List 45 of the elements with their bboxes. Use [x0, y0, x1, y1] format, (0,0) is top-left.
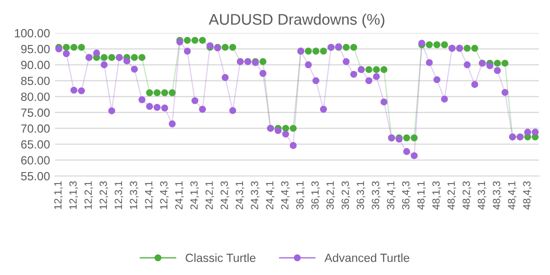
- x-tick-label: 24,2,1: [205, 181, 214, 210]
- x-tick-label: 12,1,1: [54, 181, 63, 210]
- x-tick-label: 12,3,1: [114, 181, 124, 210]
- x-tick-label: 24,1,3: [190, 181, 199, 210]
- x-tick-label: 36,3,1: [356, 181, 366, 210]
- y-tick-label: 95.00: [21, 44, 50, 54]
- x-tick-label: 24,2,3: [220, 181, 230, 210]
- x-tick-label: 24,3,1: [236, 181, 244, 210]
- legend-label: Advanced Turtle: [324, 253, 410, 262]
- x-tick-label: 36,1,1: [296, 181, 305, 210]
- y-tick-label: 75.00: [21, 108, 50, 117]
- x-tick-label: 48,2,3: [462, 181, 472, 210]
- x-tick-label: 36,1,3: [311, 181, 320, 210]
- x-tick-label: 36,4,3: [402, 181, 411, 210]
- y-tick-label: 60.00: [21, 156, 50, 165]
- y-tick-label: 55.00: [21, 172, 50, 180]
- x-tick-label: 24,4,3: [281, 181, 290, 210]
- y-tick-label: 65.00: [21, 140, 50, 149]
- legend-label: Classic Turtle: [186, 253, 256, 262]
- x-tick-label: 36,3,3: [372, 181, 380, 210]
- x-tick-label: 12,1,3: [69, 181, 78, 210]
- y-tick-label: 70.00: [21, 124, 50, 133]
- x-tick-label: 24,1,1: [175, 181, 184, 210]
- x-tick-label: 12,4,1: [144, 181, 154, 210]
- x-tick-label: 12,2,1: [84, 181, 94, 210]
- x-tick-label: 48,4,1: [508, 181, 517, 210]
- x-tick-label: 24,4,1: [266, 181, 275, 210]
- x-tick-label: 12,2,3: [100, 181, 108, 210]
- x-tick-label: 48,1,1: [417, 181, 426, 210]
- x-tick-label: 36,2,3: [342, 181, 350, 210]
- x-tick-label: 48,4,3: [523, 181, 532, 210]
- chart-title: AUDUSD Drawdowns (%): [208, 14, 384, 28]
- x-tick-label: 48,2,1: [447, 181, 456, 210]
- y-tick-label: 90.00: [21, 60, 50, 70]
- y-tick-label: 80.00: [21, 92, 50, 101]
- y-tick-label: 85.00: [21, 76, 50, 86]
- x-tick-label: 12,4,3: [160, 181, 169, 210]
- x-tick-label: 36,4,1: [386, 181, 396, 210]
- x-tick-label: 48,1,3: [432, 181, 441, 210]
- x-tick-label: 24,3,3: [250, 181, 260, 210]
- x-tick-label: 48,3,3: [492, 181, 502, 210]
- x-tick-label: 36,2,1: [326, 181, 336, 210]
- y-tick-label: 100.00: [14, 29, 50, 38]
- x-tick-label: 48,3,1: [478, 181, 486, 210]
- x-tick-label: 12,3,3: [130, 181, 138, 210]
